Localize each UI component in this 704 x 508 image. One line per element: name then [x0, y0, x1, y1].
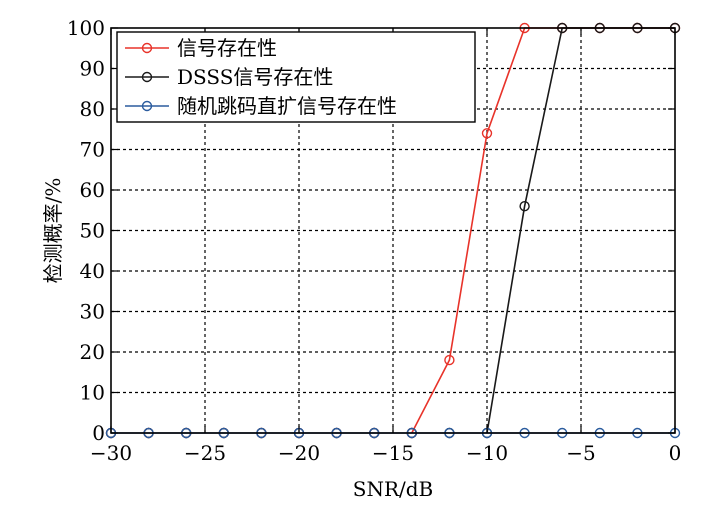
- legend-label: 随机跳码直扩信号存在性: [177, 94, 397, 118]
- legend-marker: [141, 42, 153, 54]
- legend-box: [116, 31, 476, 123]
- y-tick-label: 0: [92, 421, 105, 445]
- y-tick-label: 40: [80, 259, 105, 283]
- x-tick-label: −15: [372, 441, 414, 465]
- axis-ticks: −30 −25 −20 −15 −10 −5 0 0 10 20 30 40 50 60 70 80 90 100: [67, 16, 682, 465]
- x-tick-label: −30: [90, 441, 132, 465]
- x-tick-label: −20: [278, 441, 320, 465]
- data-point: [481, 128, 493, 139]
- x-axis-label: SNR/dB: [353, 477, 434, 501]
- data-point: [444, 354, 455, 366]
- y-tick-label: 20: [80, 340, 105, 364]
- y-tick-label: 10: [80, 381, 105, 405]
- y-tick-label: 30: [80, 300, 105, 324]
- x-tick-label: 0: [669, 441, 682, 465]
- legend-label: 信号存在性: [177, 36, 277, 60]
- y-tick-label: 60: [80, 178, 105, 202]
- x-tick-label: −25: [184, 441, 226, 465]
- data-point: [519, 200, 530, 212]
- x-tick-label: −10: [466, 441, 508, 465]
- y-tick-label: 80: [80, 97, 105, 121]
- y-axis-label: 检测概率/%: [41, 178, 65, 284]
- x-tick-label: −5: [566, 441, 595, 465]
- legend-item: DSSS信号存在性: [125, 65, 333, 89]
- legend-label: DSSS信号存在性: [177, 65, 333, 89]
- legend-marker: [141, 100, 153, 112]
- y-tick-label: 50: [80, 219, 105, 243]
- legend-item: 信号存在性: [125, 36, 277, 60]
- y-tick-label: 100: [67, 16, 105, 40]
- legend-item: 随机跳码直扩信号存在性: [125, 94, 397, 118]
- y-tick-label: 70: [80, 138, 105, 162]
- y-tick-label: 90: [80, 57, 105, 81]
- legend-marker: [141, 71, 153, 83]
